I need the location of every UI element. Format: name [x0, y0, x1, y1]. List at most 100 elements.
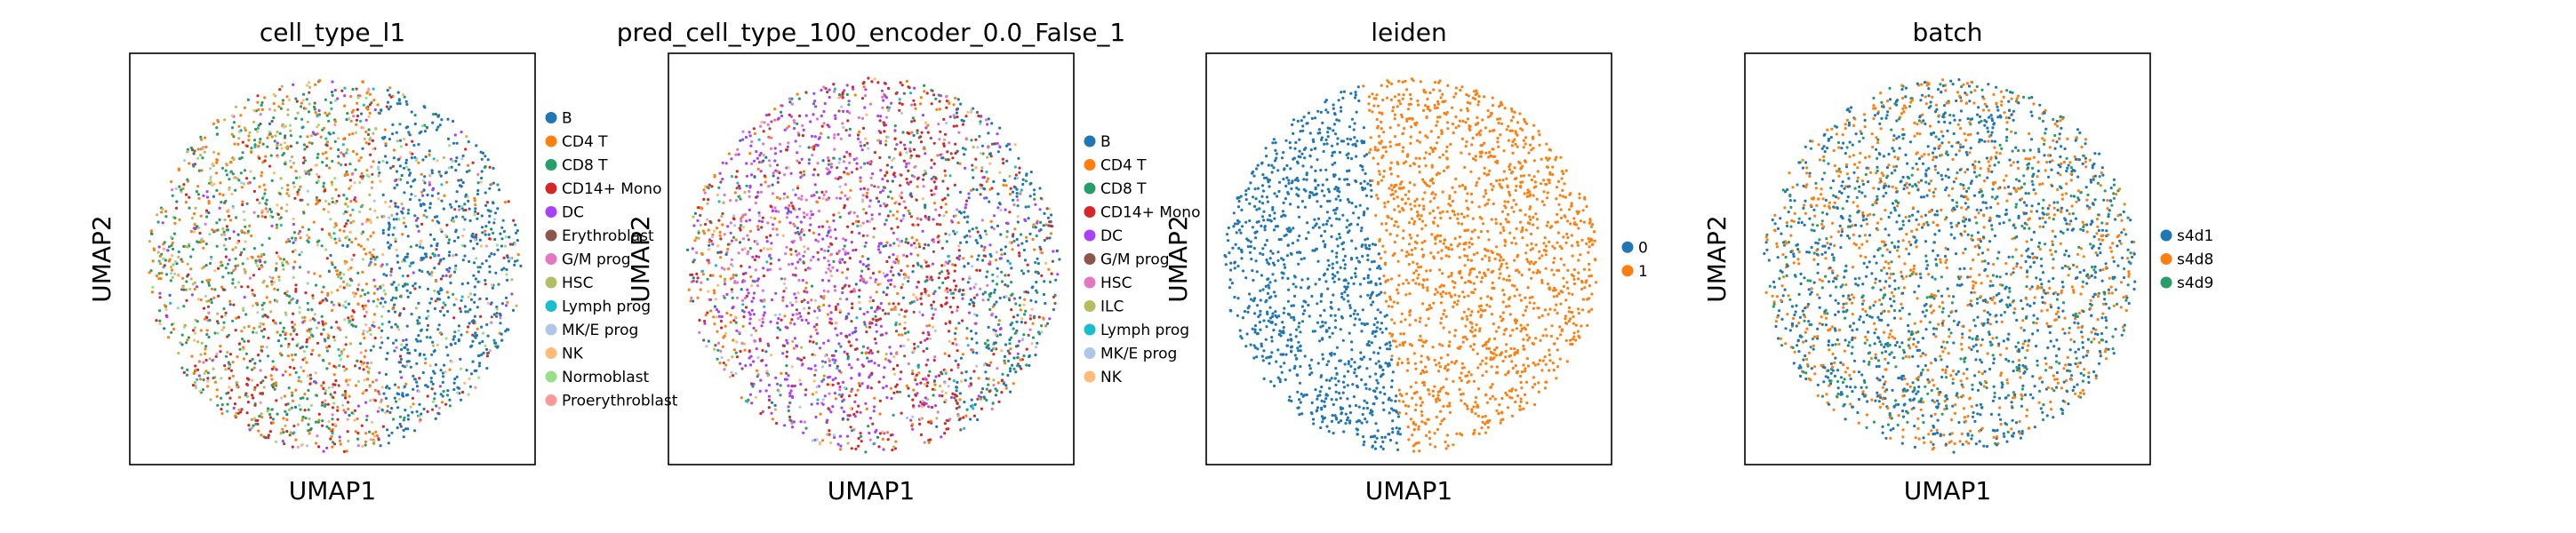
cell-point	[816, 162, 820, 165]
cell-point	[989, 155, 993, 158]
cell-point	[170, 180, 173, 184]
cell-point	[829, 165, 834, 169]
cell-point	[330, 300, 333, 304]
cell-point	[900, 102, 904, 106]
cell-point	[223, 233, 227, 236]
cell-point	[812, 168, 817, 171]
cell-point	[341, 243, 345, 247]
cell-point	[963, 265, 966, 268]
cell-point	[903, 147, 908, 151]
cell-point	[400, 376, 404, 379]
cell-point	[476, 181, 480, 185]
cell-point	[356, 437, 360, 441]
cell-point	[944, 391, 948, 394]
cell-point	[916, 365, 920, 370]
cell-point	[295, 141, 299, 145]
cell-point	[913, 346, 916, 350]
cell-point	[422, 353, 426, 356]
cell-point	[316, 125, 319, 129]
cell-point	[794, 139, 797, 143]
legend-marker	[545, 347, 557, 359]
cell-point	[744, 271, 748, 275]
cell-point	[795, 300, 798, 304]
cell-point	[737, 184, 741, 187]
cell-point	[362, 174, 365, 179]
cell-point	[492, 221, 496, 225]
cell-point	[384, 396, 388, 400]
cell-point	[252, 396, 255, 400]
cell-point	[836, 251, 840, 254]
cell-point	[443, 314, 446, 317]
cell-point	[761, 289, 764, 292]
cell-point	[402, 394, 405, 398]
cell-point	[904, 310, 908, 314]
cell-point	[922, 378, 925, 381]
cell-point	[981, 292, 985, 296]
cell-point	[968, 229, 972, 233]
cell-point	[845, 150, 849, 154]
cell-point	[841, 286, 844, 290]
cell-point	[758, 389, 762, 393]
cell-point	[1028, 195, 1032, 198]
cell-point	[922, 331, 925, 335]
cell-point	[781, 298, 785, 302]
cell-point	[351, 87, 355, 91]
cell-point	[952, 103, 956, 107]
cell-point	[877, 270, 882, 274]
cell-point	[218, 192, 221, 195]
cell-point	[190, 216, 194, 220]
cell-point	[897, 261, 900, 265]
cell-point	[408, 264, 412, 267]
cell-point	[1008, 262, 1012, 266]
cell-point	[258, 325, 262, 329]
cell-point	[812, 340, 815, 344]
cell-point	[833, 87, 837, 91]
cell-point	[829, 163, 834, 166]
cell-point	[1036, 221, 1039, 225]
cell-point	[254, 261, 258, 265]
cell-point	[932, 240, 936, 243]
cell-point	[377, 168, 380, 171]
cell-point	[162, 247, 165, 251]
cell-point	[829, 317, 833, 321]
cell-point	[712, 289, 716, 292]
cell-point	[365, 414, 369, 418]
cell-point	[785, 148, 789, 152]
cell-point	[956, 366, 960, 370]
cell-point	[492, 201, 495, 204]
cell-point	[502, 266, 506, 270]
cell-point	[783, 424, 787, 427]
cell-point	[420, 204, 423, 208]
cell-point	[1004, 283, 1007, 287]
cell-point	[964, 414, 968, 418]
cell-point	[417, 229, 420, 233]
cell-point	[379, 346, 382, 349]
cell-point	[344, 203, 348, 206]
cell-point	[364, 96, 368, 99]
cell-point	[799, 314, 803, 318]
cell-point	[820, 295, 823, 298]
cell-point	[729, 314, 732, 317]
cell-point	[915, 154, 918, 158]
cell-point	[381, 283, 385, 287]
cell-point	[442, 375, 445, 378]
cell-point	[380, 322, 384, 326]
cell-point	[418, 402, 421, 406]
cell-point	[356, 288, 360, 291]
cell-point	[432, 350, 436, 354]
cell-point	[1050, 213, 1053, 217]
cell-point	[258, 185, 261, 188]
cell-point	[402, 435, 405, 439]
cell-point	[946, 187, 949, 190]
cell-point	[199, 239, 203, 243]
cell-point	[308, 336, 311, 339]
cell-point	[209, 167, 212, 171]
cell-point	[718, 362, 722, 365]
cell-point	[972, 407, 975, 410]
cell-point	[385, 386, 388, 389]
cell-point	[726, 247, 730, 251]
cell-point	[392, 218, 396, 221]
cell-point	[237, 124, 241, 128]
cell-point	[378, 406, 381, 410]
cell-point	[341, 143, 345, 147]
